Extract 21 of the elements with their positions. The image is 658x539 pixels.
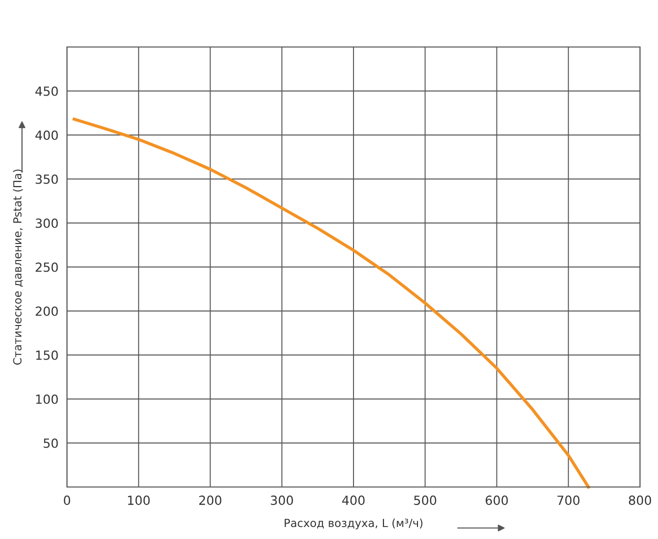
y-tick-label: 250 [36, 262, 58, 272]
x-tick-label: 500 [414, 496, 436, 506]
y-tick-label: 400 [35, 130, 58, 140]
y-axis-title: Статическое давление, Pstat (Па) [12, 170, 23, 365]
x-tick-label: 700 [557, 496, 580, 506]
x-tick-label: 400 [342, 496, 365, 506]
x-tick-label: 200 [199, 496, 222, 506]
y-tick-label: 50 [44, 438, 58, 448]
y-tick-label: 200 [36, 306, 58, 316]
y-tick-label: 100 [36, 394, 58, 404]
x-tick-label: 100 [128, 496, 150, 506]
x-axis-title: Расход воздуха, L (м³/ч) [284, 518, 422, 530]
y-tick-label: 350 [36, 174, 58, 184]
x-tick-label: 300 [270, 496, 293, 506]
line-series [72, 118, 590, 489]
x-tick-label: 600 [486, 496, 508, 506]
x-tick-label: 800 [628, 496, 652, 506]
y-tick-label: 300 [36, 218, 58, 228]
x-tick-label: 0 [64, 496, 70, 506]
y-tick-label: 150 [36, 350, 58, 360]
y-tick-label: 450 [35, 86, 58, 96]
